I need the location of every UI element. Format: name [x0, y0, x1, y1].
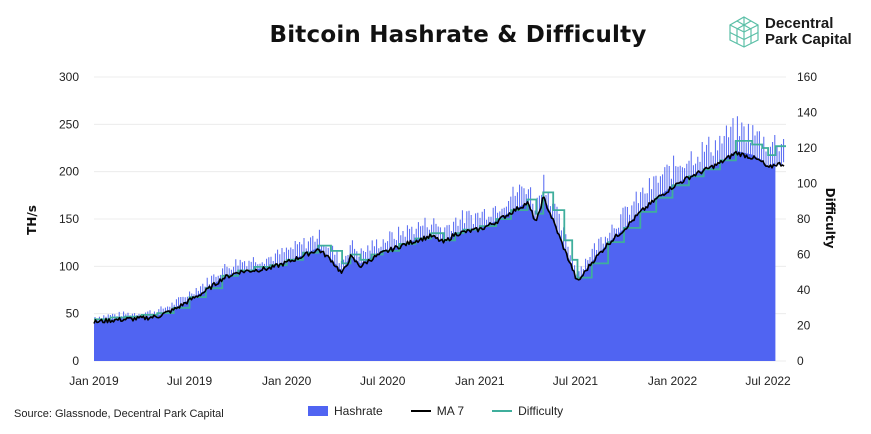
- y2-tick-label: 0: [797, 354, 804, 368]
- y2-tick-label: 160: [797, 70, 817, 84]
- y2-tick-label: 80: [797, 212, 811, 226]
- y-axis-label: TH/s: [25, 205, 39, 235]
- legend-label-ma7: MA 7: [436, 404, 465, 418]
- legend-swatch-difficulty: [492, 410, 513, 412]
- y2-axis-label: Difficulty: [823, 188, 837, 249]
- x-tick-label: Jan 2020: [262, 374, 312, 388]
- y2-tick-label: 20: [797, 319, 811, 333]
- y2-tick-label: 140: [797, 106, 817, 120]
- legend-swatch-hashrate: [308, 406, 328, 416]
- logo-line-1: Decentral: [765, 15, 834, 32]
- legend-item-ma7: MA 7: [410, 404, 465, 418]
- y2-tick-label: 40: [797, 283, 811, 297]
- y2-tick-label: 100: [797, 177, 817, 191]
- legend-label-difficulty: Difficulty: [518, 404, 564, 418]
- legend-label-hashrate: Hashrate: [334, 404, 383, 418]
- x-tick-label: Jan 2021: [455, 374, 505, 388]
- hashrate-area-layer: [94, 150, 776, 361]
- y-tick-label: 250: [59, 117, 79, 131]
- ma7-line-layer: [93, 150, 785, 324]
- y2-tick-label: 60: [797, 248, 811, 262]
- legend-item-difficulty: Difficulty: [492, 404, 563, 418]
- legend-item-hashrate: Hashrate: [308, 404, 383, 418]
- x-tick-label: Jul 2021: [553, 374, 599, 388]
- x-tick-label: Jan 2019: [69, 374, 119, 388]
- y-tick-label: 200: [59, 165, 79, 179]
- y-tick-label: 0: [72, 354, 79, 368]
- y-tick-label: 100: [59, 259, 79, 273]
- right-axis-tick-labels: 0 20 40 60 80 100 120 140 160: [797, 70, 817, 368]
- chart-title: Bitcoin Hashrate & Difficulty: [269, 22, 647, 48]
- logo: Decentral Park Capital: [729, 16, 852, 48]
- y2-tick-label: 120: [797, 141, 817, 155]
- logo-line-2: Park Capital: [765, 31, 852, 48]
- hashrate-area: [94, 150, 776, 361]
- x-tick-label: Jul 2020: [360, 374, 406, 388]
- logo-text: Decentral Park Capital: [765, 16, 852, 48]
- left-axis-tick-labels: 0 50 100 150 200 250 300: [59, 70, 79, 368]
- ma7-line: [93, 150, 785, 324]
- y-tick-label: 150: [59, 212, 79, 226]
- x-tick-label: Jul 2022: [745, 374, 791, 388]
- x-axis-tick-labels: Jan 2019 Jul 2019 Jan 2020 Jul 2020 Jan 2021…: [69, 374, 791, 388]
- x-tick-label: Jan 2022: [648, 374, 698, 388]
- cube-icon: [729, 16, 759, 48]
- legend-swatch-ma7: [410, 410, 431, 412]
- source-note: Source: Glassnode, Decentral Park Capita…: [14, 408, 224, 420]
- x-tick-label: Jul 2019: [167, 374, 213, 388]
- y-tick-label: 300: [59, 70, 79, 84]
- legend: Hashrate MA 7 Difficulty: [308, 404, 591, 418]
- y-tick-label: 50: [66, 307, 80, 321]
